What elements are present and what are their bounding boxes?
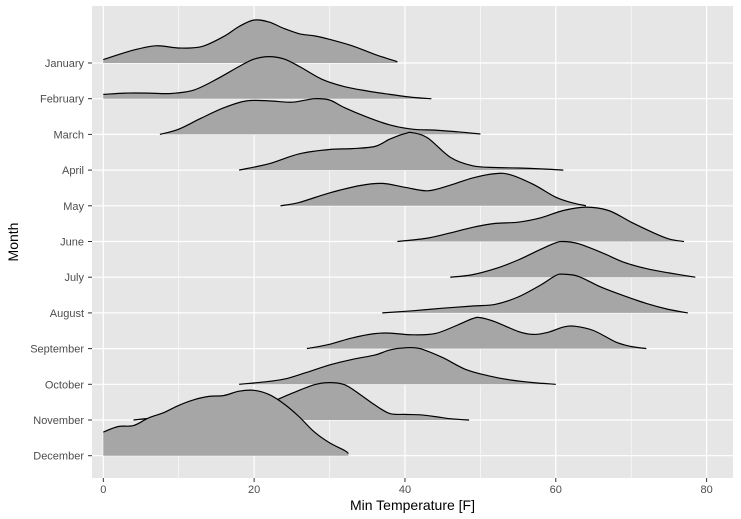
y-tick-label: January (45, 58, 85, 70)
ridge-outline (103, 389, 349, 455)
y-tick-label: September (30, 344, 84, 356)
ridge-fill (450, 241, 696, 278)
y-tick-label: March (53, 129, 84, 141)
x-tick-label: 20 (248, 484, 260, 496)
ridge-outline (238, 131, 564, 171)
ridge-outline (103, 19, 398, 63)
y-tick-label: April (62, 165, 84, 177)
ridge-september (306, 316, 647, 350)
ridge-fill (133, 382, 470, 420)
ridge-may (280, 172, 587, 207)
x-tick-label: 40 (399, 484, 411, 496)
ridge-fill (306, 317, 647, 349)
ridge-outline (306, 316, 647, 350)
ridge-series (103, 19, 696, 456)
ridge-outline (103, 55, 432, 100)
ridge-outline (239, 346, 556, 385)
y-tick-label: February (40, 94, 85, 106)
ridge-february (103, 55, 432, 100)
ridge-fill (280, 173, 586, 206)
y-tick-label: May (63, 201, 84, 213)
ridge-april (238, 131, 564, 171)
ridge-march (159, 97, 481, 135)
ridge-august (382, 273, 688, 314)
y-tick-label: October (45, 379, 84, 391)
ridge-fill (382, 274, 688, 313)
ridge-fill (103, 19, 398, 63)
ridge-december (103, 389, 349, 456)
ridge-january (103, 19, 398, 63)
y-tick-label: August (50, 308, 84, 320)
ridge-fill (397, 207, 684, 242)
y-tick-label: December (33, 451, 84, 463)
x-axis-title: Min Temperature [F] (350, 497, 475, 513)
ridge-outline (450, 240, 696, 278)
ridge-july (450, 240, 696, 278)
x-tick-label: 0 (100, 484, 106, 496)
x-tick-label: 80 (700, 484, 712, 496)
y-tick-label: June (60, 237, 84, 249)
ridge-fill (239, 347, 556, 385)
y-tick-label: July (64, 272, 84, 284)
ridge-outline (382, 273, 688, 314)
ridge-outline (280, 172, 587, 207)
ridge-outline (159, 97, 481, 135)
ridge-fill (239, 132, 564, 171)
y-axis-title: Month (5, 223, 21, 262)
x-tick-label: 60 (550, 484, 562, 496)
ridge-fill (159, 98, 481, 135)
y-tick-label: November (33, 415, 84, 427)
ridge-june (397, 206, 685, 243)
ridge-october (239, 346, 556, 385)
ridge-outline (397, 206, 685, 243)
axes: 0 20 40 60 80 January February March April May Jun… (30, 58, 713, 496)
